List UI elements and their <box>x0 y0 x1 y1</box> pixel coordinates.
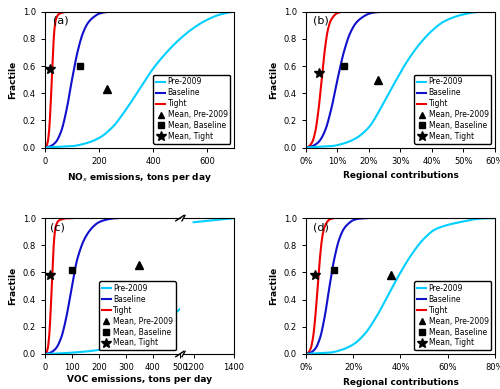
Y-axis label: Fractile: Fractile <box>269 60 278 99</box>
Y-axis label: Fractile: Fractile <box>8 267 17 305</box>
Text: VOC emissions, tons per day: VOC emissions, tons per day <box>67 375 212 384</box>
X-axis label: NO$_x$ emissions, tons per day: NO$_x$ emissions, tons per day <box>67 171 212 184</box>
X-axis label: Regional contributions: Regional contributions <box>342 171 458 180</box>
Y-axis label: Fractile: Fractile <box>8 60 17 99</box>
Y-axis label: Fractile: Fractile <box>269 267 278 305</box>
Legend: Pre-2009, Baseline, Tight, Mean, Pre-2009, Mean, Baseline, Mean, Tight: Pre-2009, Baseline, Tight, Mean, Pre-200… <box>99 281 176 350</box>
Legend: Pre-2009, Baseline, Tight, Mean, Pre-2009, Mean, Baseline, Mean, Tight: Pre-2009, Baseline, Tight, Mean, Pre-200… <box>414 281 491 350</box>
Text: (c): (c) <box>50 222 66 232</box>
X-axis label: Regional contributions: Regional contributions <box>342 378 458 387</box>
Text: (d): (d) <box>314 222 330 232</box>
Legend: Pre-2009, Baseline, Tight, Mean, Pre-2009, Mean, Baseline, Mean, Tight: Pre-2009, Baseline, Tight, Mean, Pre-200… <box>154 75 230 144</box>
Text: (b): (b) <box>314 16 329 26</box>
Text: (a): (a) <box>52 16 68 26</box>
Legend: Pre-2009, Baseline, Tight, Mean, Pre-2009, Mean, Baseline, Mean, Tight: Pre-2009, Baseline, Tight, Mean, Pre-200… <box>414 75 491 144</box>
